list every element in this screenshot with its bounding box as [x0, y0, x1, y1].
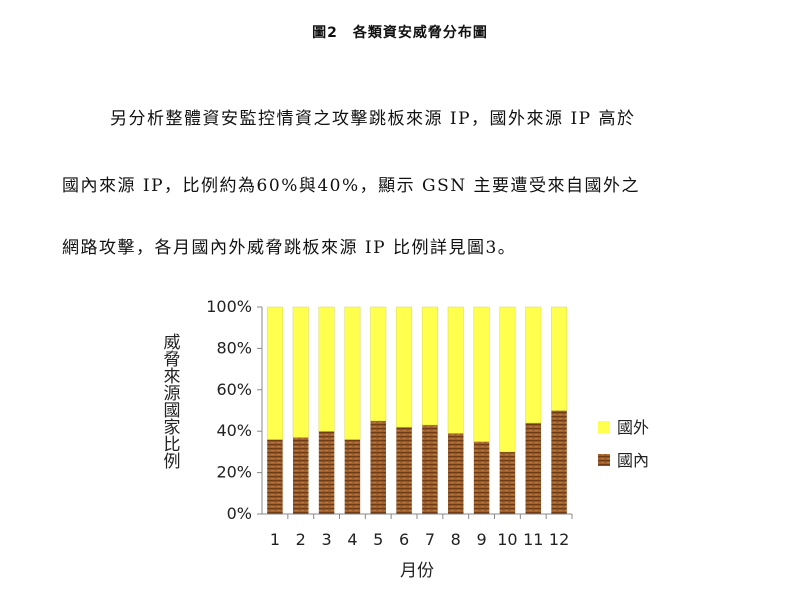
x-tick-label: 6	[399, 530, 409, 549]
x-tick-label: 7	[425, 530, 435, 549]
x-tick-label: 1	[270, 530, 280, 549]
bar-domestic	[422, 424, 438, 514]
x-tick-label: 5	[373, 530, 383, 549]
bar-foreign	[499, 306, 516, 453]
y-tick-label: 0%	[227, 504, 252, 523]
bar-foreign	[473, 306, 490, 442]
y-tick-label: 60%	[216, 380, 252, 399]
x-tick-label: 8	[451, 530, 461, 549]
bar-domestic	[551, 410, 567, 514]
bar-foreign	[396, 306, 413, 428]
y-tick-label: 100%	[206, 297, 252, 316]
bar-foreign	[421, 306, 438, 426]
bar-domestic	[318, 431, 335, 514]
y-tick-label: 80%	[216, 338, 252, 357]
bar-foreign	[344, 306, 361, 440]
x-tick-label: 4	[347, 530, 357, 549]
bar-domestic	[293, 437, 309, 514]
legend-swatch	[598, 454, 610, 466]
x-tick-label: 3	[321, 530, 331, 549]
bar-domestic	[448, 433, 464, 514]
figure-caption: 圖2 各類資安威脅分布圖	[312, 25, 488, 41]
legend-label: 國外	[617, 418, 649, 437]
legend-label: 國內	[617, 451, 649, 470]
bar-foreign	[318, 306, 335, 432]
bar-foreign	[266, 306, 283, 440]
x-tick-label: 9	[476, 530, 486, 549]
bar-foreign	[551, 306, 568, 411]
x-tick-label: 11	[523, 530, 543, 549]
y-tick-label: 20%	[216, 463, 252, 482]
paragraph-line-3: 網路攻擊，各月國內外威脅跳板來源 IP 比例詳見圖3。	[62, 238, 517, 258]
y-axis-title: 威脅來源國家比例	[164, 333, 181, 472]
bar-domestic	[370, 420, 386, 514]
x-tick-label: 12	[549, 530, 569, 549]
bar-foreign	[525, 306, 542, 424]
bar-domestic	[499, 451, 516, 514]
y-tick-label: 40%	[216, 421, 252, 440]
x-tick-label: 10	[497, 530, 517, 549]
bar-domestic	[473, 441, 490, 514]
legend-swatch	[598, 421, 610, 433]
bar-domestic	[396, 427, 412, 514]
x-axis-title: 月份	[400, 561, 434, 581]
bar-domestic	[344, 439, 361, 514]
bar-foreign	[292, 306, 309, 438]
bar-foreign	[447, 306, 464, 434]
x-tick-label: 2	[296, 530, 306, 549]
paragraph-line-2: 國內來源 IP，比例約為60%與40%，顯示 GSN 主要遭受來自國外之	[62, 176, 641, 196]
paragraph-line-1: 另分析整體資安監控情資之攻擊跳板來源 IP，國外來源 IP 高於	[110, 109, 636, 129]
bar-foreign	[370, 306, 387, 422]
bar-domestic	[267, 439, 283, 514]
bar-domestic	[525, 422, 541, 514]
